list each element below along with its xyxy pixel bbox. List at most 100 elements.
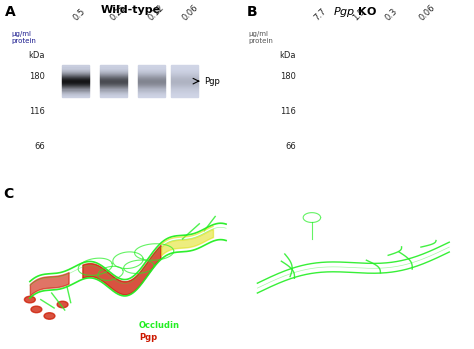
Text: 66: 66 [285, 142, 296, 151]
Bar [138, 68, 165, 70]
Bar [138, 74, 165, 75]
Text: $\mathit{Pgp}$ KO: $\mathit{Pgp}$ KO [333, 5, 378, 19]
Text: Occludin: Occludin [139, 321, 180, 330]
Bar [138, 78, 165, 79]
Text: kDa: kDa [280, 51, 296, 60]
Bar [62, 90, 90, 91]
Bar [138, 82, 165, 83]
Bar [138, 87, 165, 88]
Bar [171, 91, 199, 92]
Bar [171, 73, 199, 74]
Bar [62, 72, 90, 73]
Text: kDa: kDa [28, 51, 45, 60]
Text: 0.12: 0.12 [147, 3, 166, 23]
Text: μg/ml
protein: μg/ml protein [12, 31, 36, 44]
Bar [171, 88, 199, 90]
Bar [138, 91, 165, 92]
Text: 0.25: 0.25 [109, 3, 128, 23]
Bar [171, 81, 199, 82]
Text: A: A [5, 5, 16, 19]
Bar [100, 96, 128, 97]
Text: Pgp: Pgp [139, 333, 157, 342]
Bar [171, 77, 199, 78]
Bar [171, 94, 199, 95]
Bar [62, 77, 90, 78]
Bar [62, 84, 90, 86]
Bar [100, 81, 128, 82]
Text: 116: 116 [281, 107, 296, 116]
Bar [62, 70, 90, 72]
Bar [171, 92, 199, 94]
Text: 180: 180 [281, 72, 296, 81]
Bar [138, 76, 165, 77]
Bar [62, 94, 90, 95]
Bar [138, 73, 165, 74]
Bar [100, 94, 128, 95]
Bar [100, 80, 128, 81]
Bar [62, 67, 90, 68]
Bar [100, 89, 128, 90]
Bar [100, 82, 128, 83]
Bar [62, 92, 90, 94]
Text: 116: 116 [29, 107, 45, 116]
Bar [62, 73, 90, 74]
Bar [100, 90, 128, 91]
Bar [100, 72, 128, 73]
Bar [138, 81, 165, 82]
Bar [138, 70, 165, 72]
Bar [100, 78, 128, 79]
Bar [62, 91, 90, 92]
Bar [100, 92, 128, 94]
Bar [100, 74, 128, 75]
Text: 0.3: 0.3 [384, 7, 400, 23]
Bar [171, 84, 199, 86]
Bar [138, 77, 165, 78]
Ellipse shape [57, 301, 68, 308]
Bar [171, 85, 199, 87]
Bar [138, 79, 165, 80]
Text: B: B [246, 5, 257, 19]
Bar [171, 67, 199, 68]
Bar [171, 96, 199, 97]
Text: Wild-type: Wild-type [100, 5, 160, 15]
Text: μg/ml
protein: μg/ml protein [249, 31, 273, 44]
Bar [62, 82, 90, 83]
Bar [100, 77, 128, 78]
Bar [138, 83, 165, 84]
Bar [100, 75, 128, 76]
Bar [62, 88, 90, 90]
Bar [138, 80, 165, 81]
Text: 0.5: 0.5 [71, 7, 87, 23]
Bar [171, 90, 199, 91]
Bar [171, 66, 199, 68]
Bar [100, 95, 128, 96]
Bar [62, 85, 90, 87]
Bar [171, 66, 199, 67]
Bar [62, 78, 90, 79]
Text: 180: 180 [29, 72, 45, 81]
Bar [138, 75, 165, 76]
Text: 66: 66 [34, 142, 45, 151]
Text: 0.06: 0.06 [417, 3, 437, 23]
Text: 0.06: 0.06 [180, 3, 200, 23]
Bar [171, 72, 199, 73]
Bar [62, 95, 90, 96]
Text: Pgp KO: Pgp KO [251, 191, 288, 200]
Bar [138, 92, 165, 94]
Bar [62, 66, 90, 67]
Bar [62, 87, 90, 88]
Bar [100, 79, 128, 80]
Bar [62, 68, 90, 70]
Bar [138, 85, 165, 87]
Bar [171, 78, 199, 79]
Bar [171, 75, 199, 76]
Bar [138, 84, 165, 86]
Bar [138, 94, 165, 95]
Ellipse shape [31, 306, 42, 313]
Text: 1.5: 1.5 [351, 7, 366, 23]
Bar [138, 72, 165, 73]
Bar [171, 89, 199, 90]
Bar [171, 79, 199, 80]
Bar [100, 70, 128, 72]
Bar [171, 70, 199, 72]
